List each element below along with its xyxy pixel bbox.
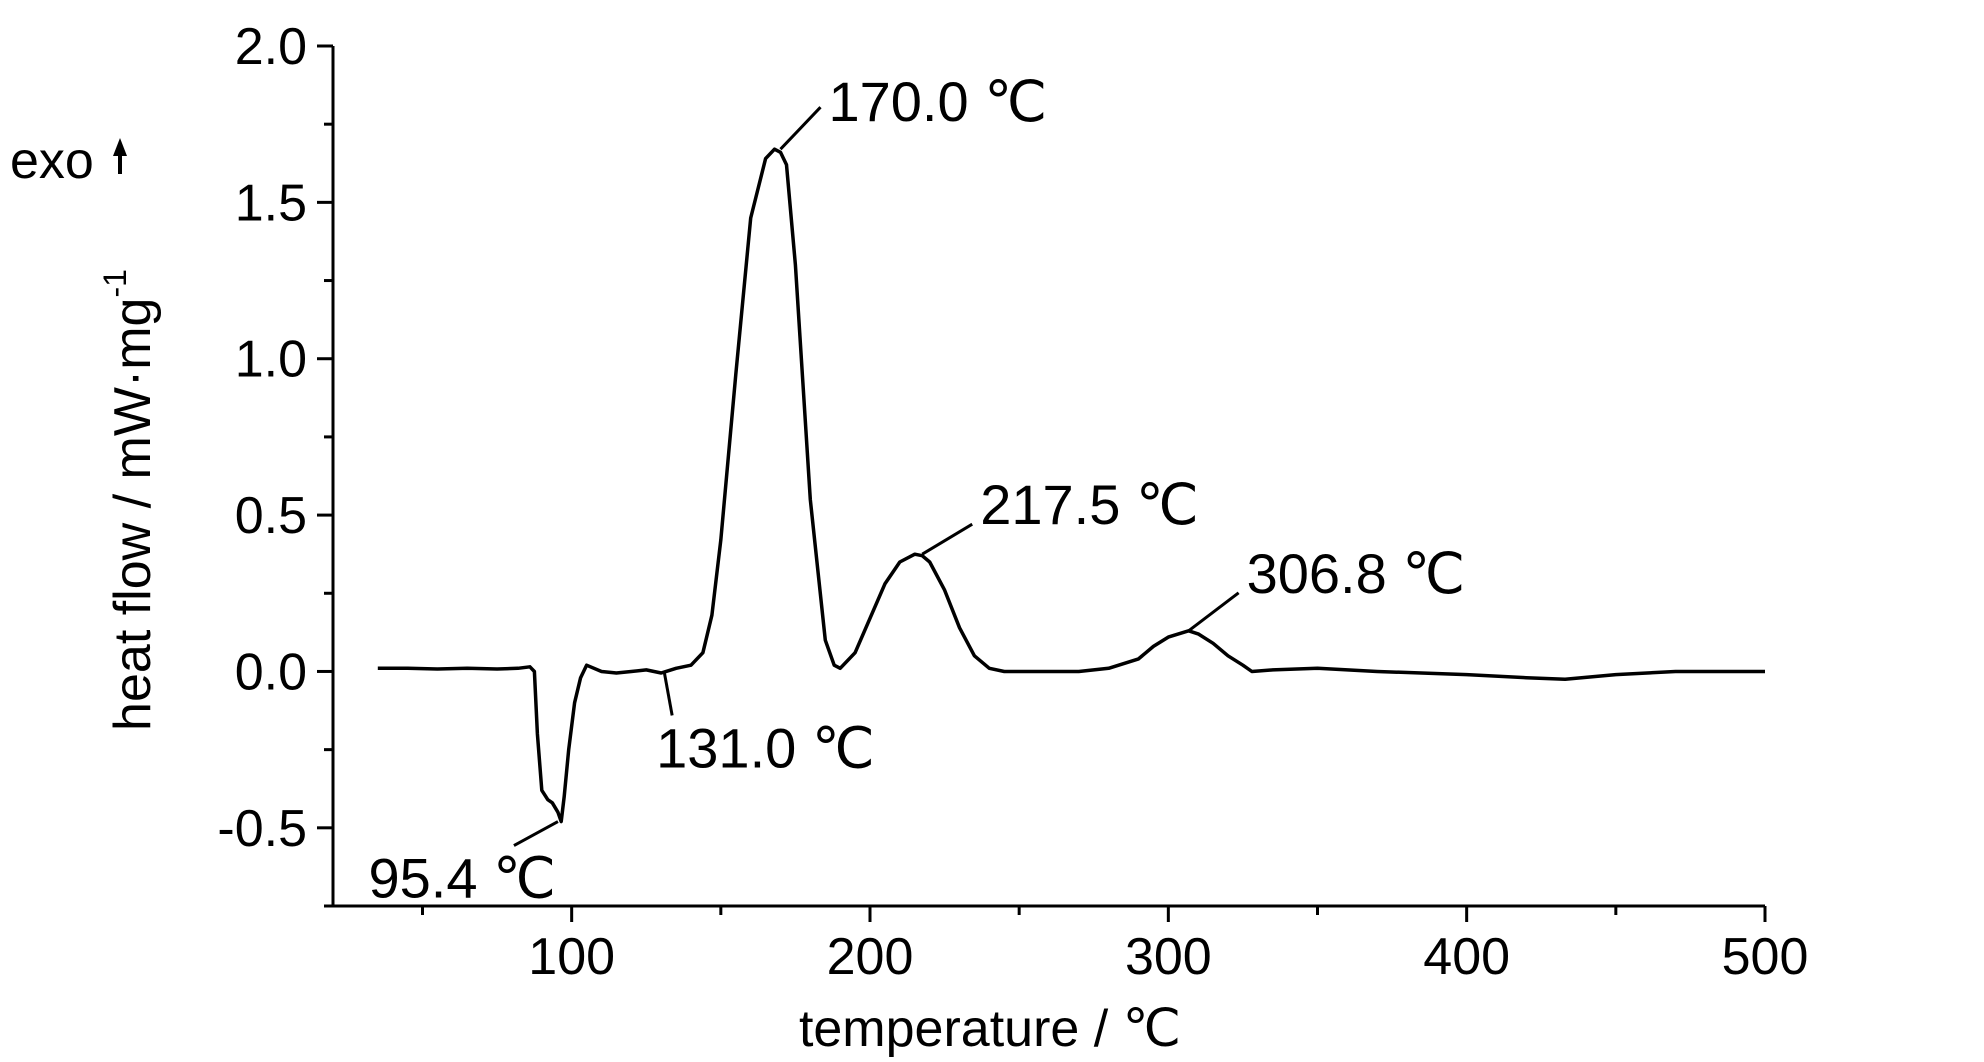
annotation-label: 95.4 ℃ bbox=[368, 847, 555, 910]
axes: 100 200 300 400 500 -0.5 0.0 0.5 1.0 1.5 2.0 bbox=[217, 18, 1808, 986]
exo-label: exo bbox=[10, 132, 94, 190]
y-tick-label: 0.5 bbox=[235, 487, 307, 545]
annotation-leader bbox=[1187, 591, 1240, 632]
plot-area bbox=[377, 147, 1765, 824]
up-arrow-icon bbox=[113, 138, 127, 174]
y-tick-label: 1.0 bbox=[235, 331, 307, 389]
annotation-label: 170.0 ℃ bbox=[829, 70, 1048, 133]
x-tick-label: 300 bbox=[1125, 928, 1212, 986]
peak-annotation: 131.0 ℃ bbox=[656, 671, 875, 779]
annotation-leader bbox=[779, 106, 822, 151]
y-tick-label: 0.0 bbox=[235, 643, 307, 701]
annotations: 170.0 ℃ 217.5 ℃ 306.8 ℃ 131.0 ℃ 95.4 ℃ bbox=[368, 70, 1465, 909]
annotation-label: 131.0 ℃ bbox=[656, 716, 875, 779]
x-tick-label: 500 bbox=[1722, 928, 1809, 986]
y-tick-label: -0.5 bbox=[217, 800, 307, 858]
y-ticks: -0.5 0.0 0.5 1.0 1.5 2.0 bbox=[217, 18, 333, 908]
x-tick-label: 100 bbox=[528, 928, 615, 986]
x-ticks: 100 200 300 400 500 bbox=[421, 906, 1809, 986]
y-axis-label-main: heat flow / mW·mg bbox=[104, 298, 162, 731]
y-axis-label-superscript: -1 bbox=[97, 269, 133, 297]
x-tick-label: 400 bbox=[1423, 928, 1510, 986]
series-line bbox=[377, 147, 1765, 824]
annotation-label: 306.8 ℃ bbox=[1247, 542, 1466, 605]
y-tick-label: 1.5 bbox=[235, 174, 307, 232]
peak-annotation: 95.4 ℃ bbox=[368, 820, 559, 910]
y-axis-label: heat flow / mW·mg-1 bbox=[97, 269, 162, 731]
annotation-label: 217.5 ℃ bbox=[980, 473, 1199, 536]
x-axis-label: temperature / ℃ bbox=[799, 1000, 1181, 1058]
exo-indicator: exo bbox=[10, 132, 127, 190]
peak-annotation: 170.0 ℃ bbox=[779, 70, 1048, 151]
peak-annotation: 217.5 ℃ bbox=[921, 473, 1199, 556]
annotation-leader bbox=[513, 820, 559, 847]
annotation-leader bbox=[662, 671, 674, 716]
peak-annotation: 306.8 ℃ bbox=[1187, 542, 1466, 632]
annotation-leader bbox=[921, 522, 973, 556]
y-tick-label: 2.0 bbox=[235, 18, 307, 76]
x-tick-label: 200 bbox=[827, 928, 914, 986]
